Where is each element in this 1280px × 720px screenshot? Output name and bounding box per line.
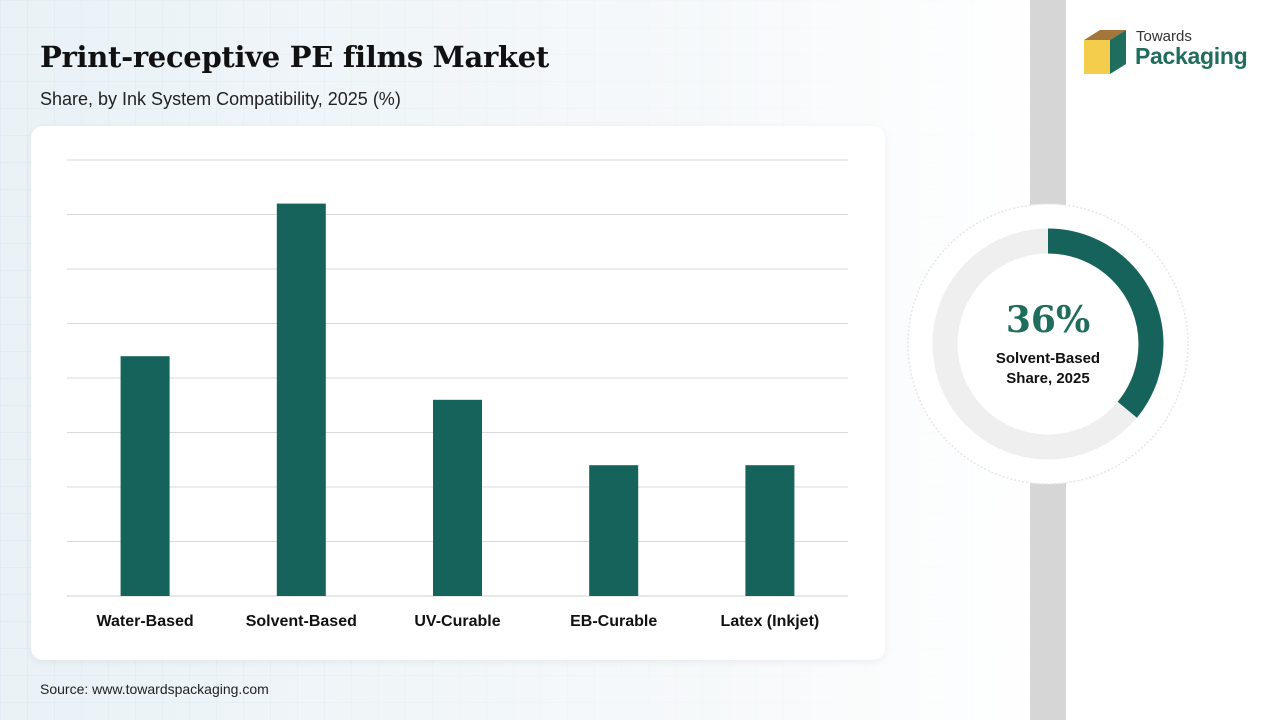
bar-water-based [120,356,170,596]
x-tick-label: EB-Curable [570,613,657,630]
brand-logo: Towards Packaging [1080,28,1260,78]
source-note: Source: www.towardspackaging.com [40,681,269,697]
box-icon [1084,30,1126,74]
donut-chart [907,203,1189,485]
page-subtitle: Share, by Ink System Compatibility, 2025… [40,89,401,109]
page-title: Print-receptive PE films Market [40,40,549,74]
highlight-donut: 36% Solvent-Based Share, 2025 [906,202,1190,486]
logo-text-towards: Towards [1136,28,1192,45]
label-layer: Water-Based Solvent-Based UV-Curable EB-Cur… [96,613,819,630]
bar-eb-curable [589,465,639,596]
bar-chart: Water-Based Solvent-Based UV-Curable EB-Cur… [67,159,848,630]
logo-text-packaging: Packaging [1135,43,1248,69]
highlight-value: 36% [1005,299,1091,341]
donut-center-text: 36% Solvent-Based Share, 2025 [906,202,1190,486]
x-tick-label: UV-Curable [414,613,500,630]
x-tick-label: Latex (Inkjet) [721,613,820,630]
x-tick-label: Solvent-Based [246,613,357,630]
bar-uv-curable [433,399,482,596]
highlight-label-line2: Share, 2025 [1006,370,1090,387]
bar-layer [120,203,795,596]
chart-card: Water-Based Solvent-Based UV-Curable EB-Cur… [31,126,885,660]
bar-latex-inkjet [745,465,795,596]
donut-arc [932,228,1164,460]
bar-solvent-based [276,203,326,596]
x-tick-label: Water-Based [96,613,193,630]
highlight-label-line1: Solvent-Based [995,350,1101,367]
